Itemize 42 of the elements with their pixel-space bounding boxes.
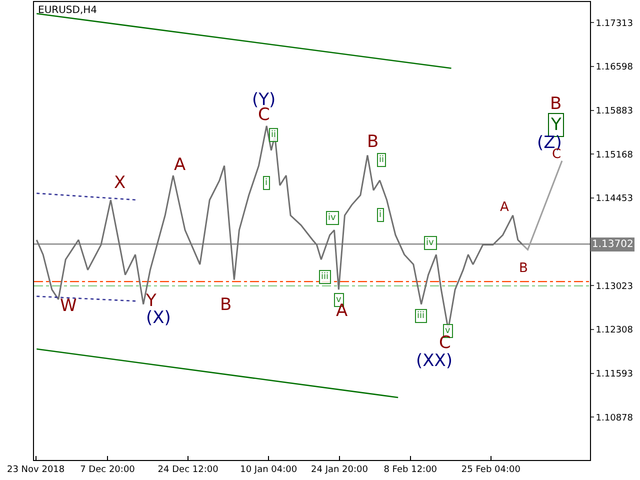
annotation: B (519, 261, 528, 276)
y-tick-label: 1.14453 (596, 194, 634, 204)
annotation: C (258, 105, 270, 125)
y-tick-label: 1.16598 (596, 62, 634, 73)
y-tick-label: 1.15883 (596, 106, 634, 116)
annotation: iii (417, 311, 425, 321)
annotation: Y (550, 115, 562, 135)
annotation: C (552, 147, 562, 162)
annotation: A (500, 200, 509, 215)
y-tick-label: 1.10878 (596, 413, 634, 424)
annotation: v (445, 326, 451, 336)
annotation: Y (145, 291, 157, 311)
annotation: v (336, 295, 342, 305)
y-tick-label: 1.13023 (596, 282, 634, 292)
y-tick-label: 1.12308 (596, 326, 634, 336)
x-tick-label: 25 Feb 04:00 (461, 464, 521, 475)
x-tick-label: 24 Dec 12:00 (158, 464, 219, 475)
annotation: C (439, 333, 451, 353)
annotation: W (60, 296, 77, 316)
chart-title: EURUSD,H4 (38, 5, 98, 16)
annotation: iv (426, 238, 434, 248)
annotation: A (174, 155, 186, 175)
annotation: (XX) (416, 351, 453, 371)
annotation: iv (328, 213, 336, 223)
y-tick-label: 1.15168 (596, 150, 634, 160)
annotation: X (114, 173, 126, 193)
annotation: i (379, 210, 382, 220)
annotation: ii (379, 155, 384, 165)
x-tick-label: 23 Nov 2018 (6, 464, 65, 475)
x-tick-label: 7 Dec 20:00 (80, 464, 136, 475)
x-tick-label: 10 Jan 04:00 (240, 464, 298, 475)
annotation: (X) (146, 308, 171, 328)
ref-line-label: 1.13702 (592, 239, 634, 250)
x-tick-label: 8 Feb 12:00 (384, 464, 438, 475)
annotation: B (220, 295, 232, 315)
annotation: iii (321, 272, 329, 282)
x-tick-label: 24 Jan 20:00 (311, 464, 368, 475)
annotation: B (367, 132, 379, 152)
y-tick-label: 1.11593 (596, 370, 634, 380)
y-tick-label: 1.17313 (596, 18, 634, 29)
annotation: B (550, 94, 562, 114)
annotation: i (265, 178, 268, 188)
